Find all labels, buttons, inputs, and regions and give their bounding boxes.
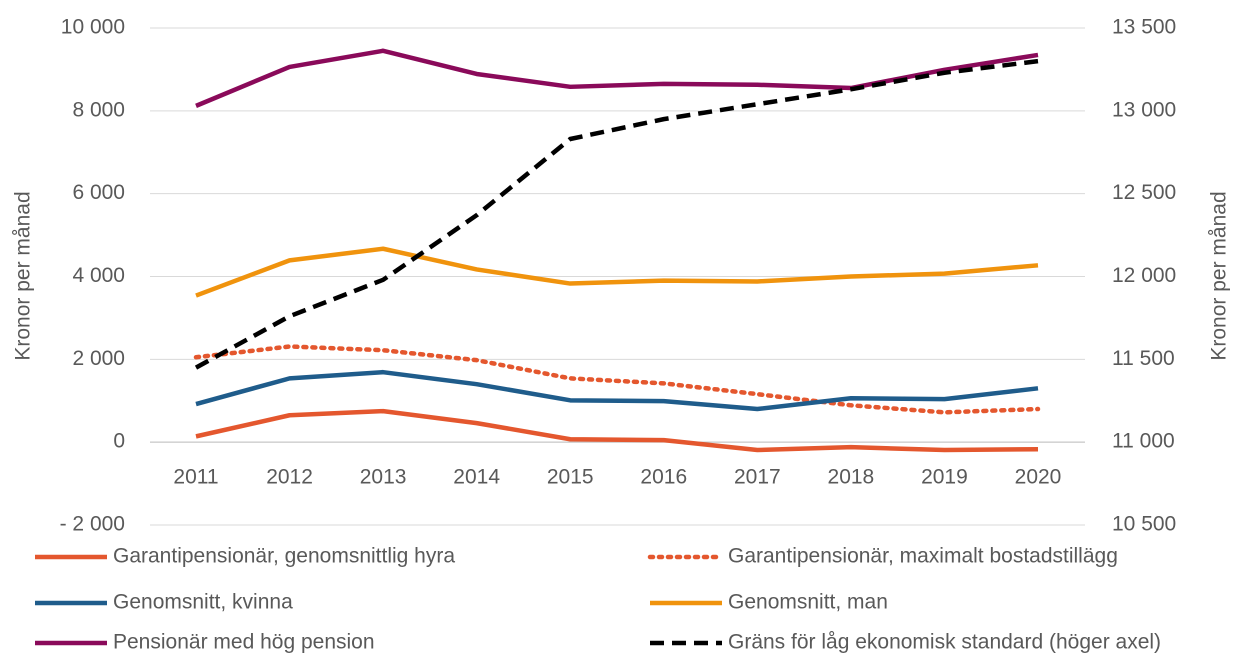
x-tick-label: 2020 xyxy=(1015,466,1062,489)
x-tick-label: 2019 xyxy=(921,466,968,489)
legend-label: Genomsnitt, kvinna xyxy=(113,591,293,614)
series-line xyxy=(193,344,1041,415)
y2-tick-label: 11 500 xyxy=(1112,347,1175,370)
y-tick-label: 4 000 xyxy=(72,264,125,287)
y-tick-label: - 2 000 xyxy=(60,513,125,536)
series-line xyxy=(195,369,1039,412)
legend-label: Gräns för låg ekonomisk standard (höger … xyxy=(728,631,1161,654)
series-line xyxy=(195,408,1039,453)
y2-tick-label: 10 500 xyxy=(1112,513,1176,536)
x-tick-label: 2011 xyxy=(173,466,218,489)
y-axis-title: Kronor per månad xyxy=(12,191,35,360)
x-tick-label: 2015 xyxy=(547,466,594,489)
series-line xyxy=(194,58,1039,370)
legend-label: Pensionär med hög pension xyxy=(113,631,375,654)
y2-tick-label: 13 500 xyxy=(1112,16,1176,39)
series-line xyxy=(195,246,1039,298)
x-tick-label: 2018 xyxy=(828,466,875,489)
x-tick-label: 2016 xyxy=(640,466,687,489)
y2-tick-label: 11 000 xyxy=(1112,430,1175,453)
y2-tick-label: 12 000 xyxy=(1112,264,1176,287)
y-tick-label: 6 000 xyxy=(72,181,125,204)
legend-label: Genomsnitt, man xyxy=(728,591,888,614)
x-tick-label: 2014 xyxy=(453,466,500,489)
series-line xyxy=(195,48,1039,108)
legend-label: Garantipensionär, maximalt bostadstilläg… xyxy=(728,545,1118,568)
y-tick-label: 10 000 xyxy=(61,16,125,39)
x-tick-label: 2013 xyxy=(360,466,407,489)
y2-tick-label: 12 500 xyxy=(1112,181,1176,204)
y2-axis-title: Kronor per månad xyxy=(1208,191,1231,360)
y-tick-label: 8 000 xyxy=(72,98,125,121)
y2-tick-label: 13 000 xyxy=(1112,98,1176,121)
x-tick-label: 2017 xyxy=(734,466,781,489)
y-tick-label: 0 xyxy=(113,430,125,453)
y-tick-label: 2 000 xyxy=(72,347,125,370)
x-tick-label: 2012 xyxy=(266,466,313,489)
legend-label: Garantipensionär, genomsnittlig hyra xyxy=(113,545,455,568)
